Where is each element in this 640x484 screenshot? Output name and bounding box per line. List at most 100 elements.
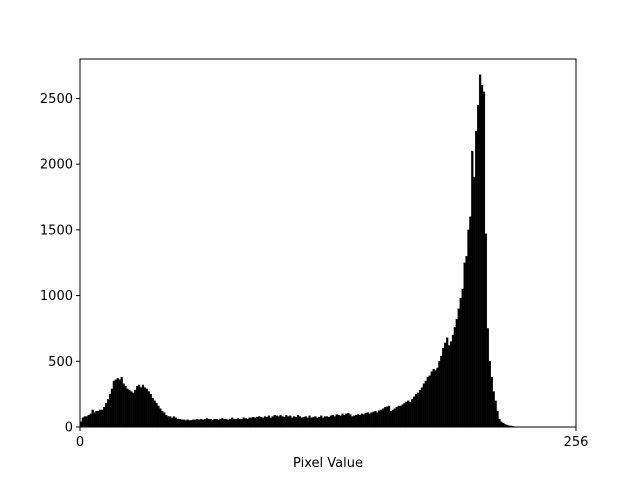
- bar: [305, 416, 307, 427]
- bar: [252, 417, 254, 427]
- bar: [388, 406, 390, 427]
- bar: [481, 85, 483, 427]
- bar: [328, 417, 330, 427]
- bar: [421, 388, 423, 427]
- bar: [446, 338, 448, 427]
- bar: [171, 418, 173, 427]
- bar: [94, 413, 96, 427]
- bar: [125, 386, 127, 427]
- bar: [175, 418, 177, 427]
- bar: [295, 417, 297, 427]
- bar: [183, 420, 185, 427]
- bar: [254, 418, 256, 427]
- bar: [394, 409, 396, 427]
- bar: [375, 411, 377, 427]
- bar: [442, 348, 444, 427]
- bar: [225, 419, 227, 427]
- bar: [111, 389, 113, 427]
- bar: [165, 415, 167, 427]
- bar: [361, 414, 363, 427]
- bar: [386, 407, 388, 427]
- y-tick-label: 2500: [40, 92, 73, 107]
- bar: [338, 415, 340, 427]
- bar: [376, 413, 378, 427]
- bar: [413, 397, 415, 427]
- bar: [181, 420, 183, 427]
- bar: [334, 416, 336, 427]
- bar: [344, 415, 346, 427]
- bar: [220, 419, 222, 427]
- bar: [460, 298, 462, 427]
- bar: [105, 403, 107, 427]
- bar: [444, 343, 446, 427]
- bar: [96, 411, 98, 427]
- bar: [272, 416, 274, 427]
- bar: [425, 381, 427, 427]
- bar: [349, 415, 351, 427]
- bar: [353, 416, 355, 427]
- bar: [440, 356, 442, 427]
- bar: [365, 413, 367, 427]
- y-tick-label: 500: [48, 355, 73, 370]
- bar: [210, 419, 212, 427]
- bar: [109, 394, 111, 427]
- bar: [121, 377, 123, 427]
- bar: [311, 418, 313, 427]
- bar: [142, 385, 144, 427]
- bar: [136, 386, 138, 427]
- bar: [223, 419, 225, 427]
- bar: [270, 418, 272, 427]
- bar: [204, 419, 206, 427]
- bar: [427, 377, 429, 427]
- bar: [190, 420, 192, 427]
- y-tick-label: 2000: [40, 158, 73, 173]
- bar: [392, 410, 394, 427]
- bar: [150, 394, 152, 427]
- bar: [231, 418, 233, 427]
- bar: [198, 420, 200, 427]
- bar: [409, 402, 411, 427]
- bar: [433, 369, 435, 427]
- bar: [471, 151, 473, 427]
- bar: [218, 420, 220, 427]
- bar: [303, 417, 305, 427]
- bar: [260, 417, 262, 427]
- bar: [454, 327, 456, 427]
- bar: [359, 415, 361, 427]
- bar: [398, 406, 400, 427]
- bar: [158, 406, 160, 427]
- bar: [202, 420, 204, 427]
- bar: [336, 415, 338, 427]
- bar: [179, 419, 181, 427]
- bar: [407, 401, 409, 427]
- bar: [373, 412, 375, 427]
- bar: [103, 407, 105, 427]
- bar: [371, 413, 373, 427]
- bar: [299, 416, 301, 427]
- bar: [406, 402, 408, 427]
- bar: [216, 419, 218, 427]
- bar: [330, 416, 332, 427]
- bar: [185, 420, 187, 427]
- bar: [132, 393, 134, 427]
- bar: [448, 346, 450, 427]
- bar: [237, 418, 239, 427]
- y-tick-label: 1000: [40, 289, 73, 304]
- bar: [134, 390, 136, 427]
- bar: [227, 420, 229, 427]
- bar: [423, 384, 425, 427]
- bar: [154, 401, 156, 427]
- bar: [169, 416, 171, 427]
- bar: [355, 415, 357, 427]
- bar: [233, 419, 235, 427]
- bar: [241, 419, 243, 427]
- bar: [452, 335, 454, 427]
- bar: [264, 416, 266, 427]
- bar: [301, 418, 303, 427]
- bar: [283, 417, 285, 427]
- bar: [417, 393, 419, 427]
- bar: [278, 416, 280, 427]
- bar: [156, 403, 158, 427]
